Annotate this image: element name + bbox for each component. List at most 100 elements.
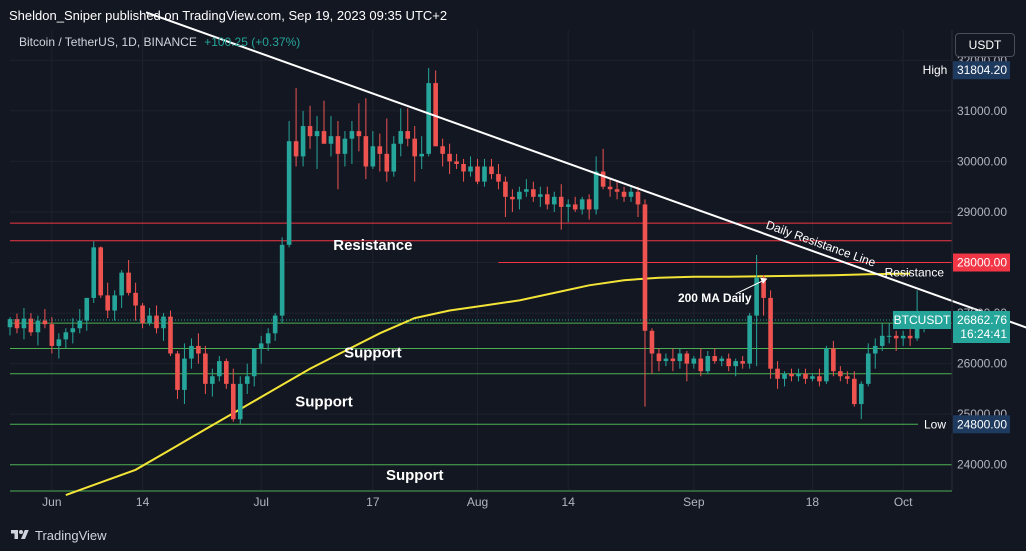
- candle: [719, 356, 725, 367]
- candle: [852, 371, 857, 407]
- candle-body: [314, 131, 320, 137]
- candle-body: [244, 376, 250, 384]
- candle-body: [440, 146, 445, 154]
- candle: [600, 148, 606, 190]
- candle-body: [119, 272, 124, 296]
- candle-body: [70, 328, 76, 333]
- candle: [217, 356, 222, 382]
- candle-body: [531, 189, 536, 197]
- candle: [84, 297, 90, 331]
- candle: [691, 356, 697, 369]
- candle-body: [147, 315, 152, 324]
- price-labels: High 31804.20 Low 24800.00 28000.00 BTCUSDT 26…: [10, 61, 1010, 434]
- candle: [544, 186, 550, 210]
- candle: [614, 181, 620, 200]
- candle-body: [237, 383, 243, 420]
- candle-body: [782, 373, 787, 379]
- candle-body: [907, 335, 913, 339]
- candle-body: [210, 376, 215, 384]
- price-tick-label: 24000.00: [957, 458, 1007, 472]
- candle-body: [265, 333, 271, 344]
- candle-body: [831, 348, 836, 372]
- candle: [307, 105, 313, 149]
- candle-body: [879, 335, 885, 346]
- candle-body: [321, 131, 327, 144]
- candle-body: [691, 358, 697, 364]
- resistance-trendline[interactable]: Daily Resistance Line: [145, 11, 1026, 343]
- candle: [140, 302, 145, 329]
- candle-body: [342, 138, 348, 154]
- candle: [419, 136, 424, 170]
- candle: [803, 368, 808, 384]
- low-price-tag: Low 24800.00: [918, 415, 1010, 434]
- candle-body: [475, 166, 480, 182]
- candle-body: [817, 376, 822, 382]
- annotation-text: Support: [386, 467, 444, 484]
- candle: [28, 313, 34, 336]
- candle-body: [705, 356, 711, 372]
- candle-body: [607, 186, 613, 190]
- candle: [558, 184, 564, 230]
- candle-body: [579, 199, 585, 210]
- candle-body: [133, 292, 138, 306]
- currency-button[interactable]: USDT: [955, 33, 1015, 57]
- candle: [293, 88, 299, 167]
- candle-body: [517, 191, 522, 200]
- tradingview-brand[interactable]: TradingView: [35, 527, 107, 543]
- low-price-tag-key: Low: [924, 417, 946, 431]
- candle: [447, 143, 452, 175]
- grid: [10, 30, 952, 490]
- candle: [244, 363, 250, 394]
- candle: [565, 199, 571, 223]
- ma-label: 200 MA Daily: [678, 291, 752, 305]
- annotations: Resistance Support Support Support Resistanc…: [295, 237, 944, 484]
- candle-body: [544, 194, 550, 205]
- candle: [433, 70, 438, 147]
- candle: [670, 348, 676, 372]
- candle: [119, 270, 124, 309]
- resistance-price-tag-value-bg: [953, 253, 1010, 272]
- low-price-tag-value: 24800.00: [957, 417, 1007, 431]
- candle: [663, 353, 669, 367]
- time-tick-label: 14: [136, 495, 150, 509]
- annotation-text: Support: [344, 345, 402, 362]
- candle: [356, 103, 362, 152]
- time-tick-label: 18: [806, 495, 820, 509]
- candle: [126, 260, 131, 296]
- candle-body: [628, 191, 634, 197]
- price-tick-label: 31000.00: [957, 104, 1007, 118]
- candle: [677, 348, 683, 369]
- candle-body: [698, 358, 704, 372]
- candle-body: [251, 348, 257, 377]
- last-price-symbol-bg: [893, 311, 951, 330]
- candle: [21, 308, 27, 340]
- candle-body: [649, 330, 655, 354]
- annotation-text: Resistance: [333, 237, 412, 254]
- candle-body: [56, 339, 62, 346]
- candle: [168, 310, 173, 357]
- candle: [551, 191, 557, 212]
- candle-body: [398, 131, 404, 144]
- high-price-tag-value-bg: [953, 61, 1010, 80]
- candle: [454, 153, 459, 170]
- candle-body: [642, 204, 648, 331]
- candle-body: [224, 361, 229, 384]
- candle: [858, 381, 864, 420]
- time-axis[interactable]: Jun 14 Jul 17 Aug 14 Sep 18 Oct: [42, 495, 913, 509]
- candle-body: [377, 146, 383, 154]
- time-tick-label: 17: [366, 495, 380, 509]
- candle-body: [35, 320, 41, 333]
- candle-body: [893, 335, 899, 339]
- candle: [831, 340, 836, 377]
- candle: [49, 317, 55, 354]
- candle: [161, 313, 166, 341]
- symbol-legend[interactable]: Bitcoin / TetherUS, 1D, BINANCE +100.25 …: [19, 35, 300, 49]
- candle-body: [524, 189, 529, 192]
- candle: [531, 181, 536, 202]
- candle: [879, 323, 885, 351]
- candle: [900, 330, 906, 346]
- candle-body: [593, 171, 599, 210]
- candle-body: [482, 166, 487, 182]
- candle-body: [112, 295, 117, 311]
